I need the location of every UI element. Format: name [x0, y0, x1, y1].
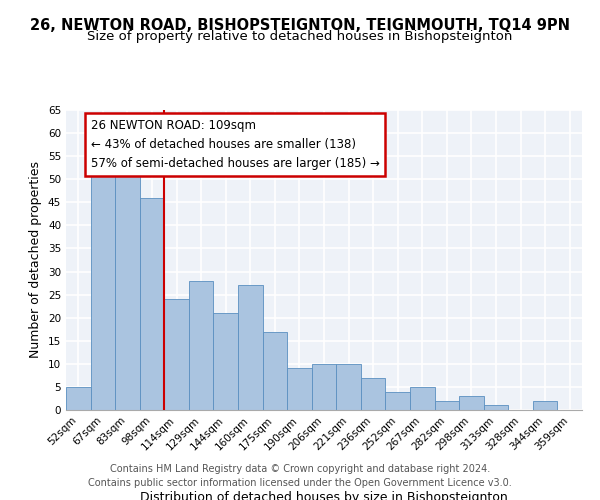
- Bar: [263, 332, 287, 410]
- Bar: [287, 368, 312, 410]
- Bar: [336, 364, 361, 410]
- Bar: [484, 406, 508, 410]
- Bar: [189, 281, 214, 410]
- Bar: [459, 396, 484, 410]
- Bar: [312, 364, 336, 410]
- X-axis label: Distribution of detached houses by size in Bishopsteignton: Distribution of detached houses by size …: [140, 490, 508, 500]
- Text: 26, NEWTON ROAD, BISHOPSTEIGNTON, TEIGNMOUTH, TQ14 9PN: 26, NEWTON ROAD, BISHOPSTEIGNTON, TEIGNM…: [30, 18, 570, 32]
- Text: 26 NEWTON ROAD: 109sqm
← 43% of detached houses are smaller (138)
57% of semi-de: 26 NEWTON ROAD: 109sqm ← 43% of detached…: [91, 119, 379, 170]
- Y-axis label: Number of detached properties: Number of detached properties: [29, 162, 43, 358]
- Bar: [238, 286, 263, 410]
- Bar: [410, 387, 434, 410]
- Bar: [361, 378, 385, 410]
- Text: Size of property relative to detached houses in Bishopsteignton: Size of property relative to detached ho…: [88, 30, 512, 43]
- Bar: [434, 401, 459, 410]
- Bar: [214, 313, 238, 410]
- Bar: [385, 392, 410, 410]
- Text: Contains HM Land Registry data © Crown copyright and database right 2024.
Contai: Contains HM Land Registry data © Crown c…: [88, 464, 512, 487]
- Bar: [66, 387, 91, 410]
- Bar: [164, 299, 189, 410]
- Bar: [115, 166, 140, 410]
- Bar: [533, 401, 557, 410]
- Bar: [140, 198, 164, 410]
- Bar: [91, 174, 115, 410]
